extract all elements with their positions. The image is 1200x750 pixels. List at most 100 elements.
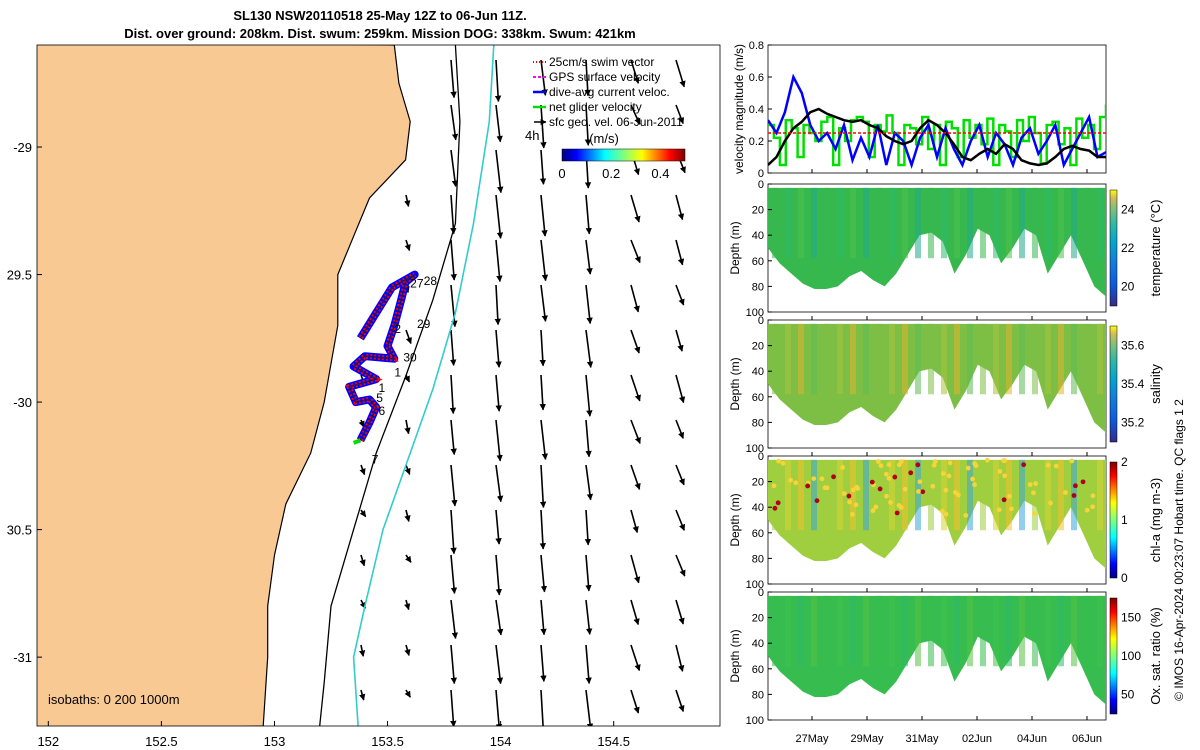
colorbar-tick-label: 0.2 xyxy=(602,166,620,181)
chl-point xyxy=(1071,493,1077,498)
current-vector xyxy=(630,644,641,672)
section-band xyxy=(850,595,856,667)
velocity-series xyxy=(768,73,1106,169)
section-colorbar-tick: 0 xyxy=(1121,571,1128,585)
current-vector xyxy=(539,329,546,367)
section-band xyxy=(876,459,882,531)
current-vector xyxy=(630,239,641,264)
chl-point xyxy=(931,462,937,468)
chl-point xyxy=(850,487,856,493)
chl-point xyxy=(831,474,836,480)
chl-point xyxy=(970,476,975,482)
section-band xyxy=(902,459,908,531)
section-band xyxy=(915,187,921,259)
section-band xyxy=(772,323,778,395)
chl-point xyxy=(1048,500,1053,506)
chl-point xyxy=(776,458,782,464)
chl-point xyxy=(1031,511,1037,516)
current-vector xyxy=(675,104,685,125)
current-vector xyxy=(450,194,457,235)
section-band xyxy=(967,595,973,667)
chart-title-line2: Dist. over ground: 208km. Dist. swum: 25… xyxy=(124,26,636,41)
chl-point xyxy=(1033,481,1039,486)
section-band xyxy=(1097,595,1103,667)
chl-point xyxy=(1027,482,1033,487)
section-band xyxy=(863,323,869,395)
legend-entry: GPS surface velocity xyxy=(549,70,660,84)
current-vector xyxy=(359,509,367,518)
chl-point xyxy=(972,482,977,488)
section-band xyxy=(1019,459,1025,531)
current-vector xyxy=(404,464,411,475)
current-vector xyxy=(404,419,411,435)
current-vector xyxy=(359,554,366,567)
current-vector xyxy=(495,239,503,283)
section-band xyxy=(811,323,817,395)
current-vector xyxy=(404,599,411,611)
time-tick-label: 04Jun xyxy=(1017,733,1047,745)
section-colorbar-tick: 50 xyxy=(1121,688,1135,702)
current-vector xyxy=(630,689,640,714)
chl-point xyxy=(896,502,902,508)
section-band xyxy=(772,187,778,259)
current-vector xyxy=(495,329,502,368)
section-colorbar-label: Ox. sat. ratio (%) xyxy=(1148,607,1163,705)
time-label: 4h xyxy=(525,128,539,143)
chl-point xyxy=(1007,493,1012,499)
map-frame xyxy=(36,44,721,727)
current-vector xyxy=(585,554,592,592)
y-tick-label: 29.5 xyxy=(7,268,32,283)
chl-point xyxy=(772,505,778,511)
section-ylabel: Depth (m) xyxy=(728,629,742,682)
chl-point xyxy=(793,480,799,486)
day-label: 29 xyxy=(417,317,431,331)
chl-point xyxy=(775,500,781,506)
current-vector xyxy=(358,644,366,657)
chl-point xyxy=(920,489,926,495)
current-vector xyxy=(630,104,641,125)
section-band xyxy=(1084,187,1090,259)
current-vector xyxy=(495,464,504,503)
y-tick-label: -29 xyxy=(13,140,32,155)
section-band xyxy=(1058,323,1064,395)
section-band xyxy=(785,187,791,259)
current-vector xyxy=(495,644,504,685)
current-vector xyxy=(630,599,640,626)
current-vector xyxy=(675,689,685,713)
velocity-tick-label: 0 xyxy=(758,168,764,180)
current-vector xyxy=(675,194,685,221)
current-vector xyxy=(404,689,412,698)
current-vector xyxy=(450,509,457,555)
current-vector xyxy=(495,374,502,412)
section-band xyxy=(1071,323,1077,395)
section-band xyxy=(876,323,882,395)
chl-point xyxy=(1031,490,1036,496)
section-band xyxy=(837,459,843,531)
day-label: 6 xyxy=(379,404,386,418)
current-vector xyxy=(675,644,685,672)
section-band xyxy=(798,323,804,395)
depth-tick-label: 60 xyxy=(752,664,764,676)
section-band xyxy=(1071,187,1077,259)
section-band xyxy=(915,595,921,667)
current-vector xyxy=(585,374,593,417)
section-band xyxy=(915,323,921,395)
current-vector xyxy=(630,509,639,534)
section-band xyxy=(811,459,817,531)
chl-point xyxy=(930,483,936,489)
section-colorbar-tick: 2 xyxy=(1121,455,1128,469)
velocity-frame xyxy=(767,44,1107,174)
section-band xyxy=(876,187,882,259)
depth-tick-label: 80 xyxy=(752,689,764,701)
current-vector xyxy=(450,329,457,366)
current-vector xyxy=(404,194,411,208)
chl-point xyxy=(1002,473,1008,479)
current-vector xyxy=(630,554,641,584)
section-band xyxy=(1019,595,1025,667)
depth-tick-label: 60 xyxy=(752,528,764,540)
section-band xyxy=(785,323,791,395)
section-ylabel: Depth (m) xyxy=(728,221,742,274)
chl-point xyxy=(932,459,938,464)
current-vector xyxy=(359,464,366,476)
